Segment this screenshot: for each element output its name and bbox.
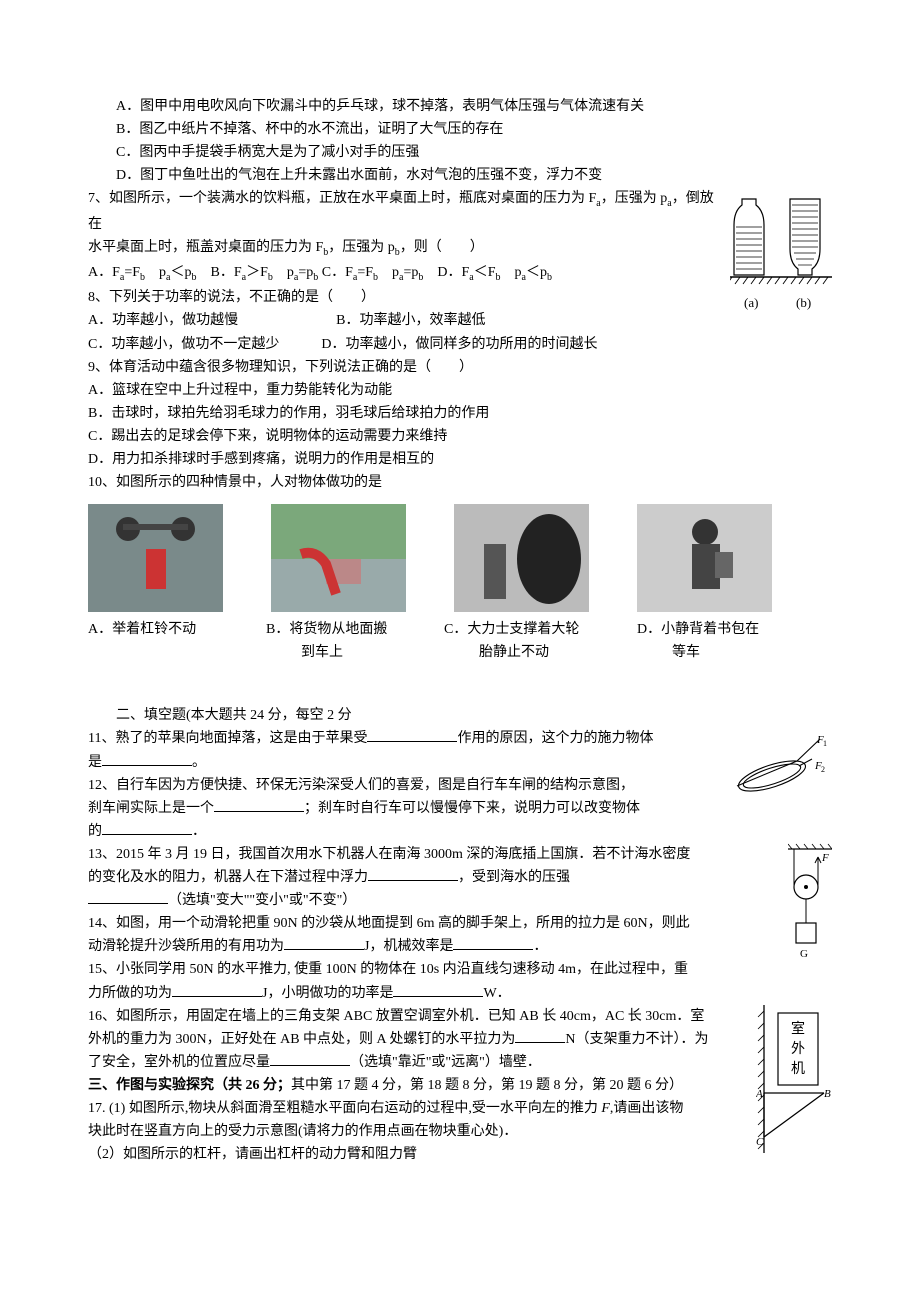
q7-options: A．Fa=Fb pa＜pb B．Fa＞Fb pa=pb C．Fa=Fb pa=p… — [88, 261, 832, 286]
bike-brake-figure: F1 F2 — [717, 731, 832, 801]
q8-row2: C．功率越小，做功不一定越少 D．功率越小，做同样多的功所用的时间越长 — [88, 333, 832, 356]
q10-img-b — [271, 504, 406, 612]
q17-2: （2）如图所示的杠杆，请画出杠杆的动力臂和阻力臂 — [88, 1143, 832, 1166]
q10-stem: 10、如图所示的四种情景中，人对物体做功的是 — [88, 471, 832, 494]
blank — [270, 1051, 350, 1066]
q16b: 外机的重力为 300N，正好处在 AB 中点处，则 A 处螺钉的水平拉力为N（支… — [88, 1028, 832, 1051]
svg-text:机: 机 — [791, 1061, 805, 1077]
svg-text:2: 2 — [821, 765, 825, 774]
q10-cap-a: A．举着杠铃不动 — [88, 618, 238, 664]
q15b: 力所做的功为J，小明做功的功率是W． — [88, 982, 832, 1005]
q8-stem: 8、下列关于功率的说法，不正确的是（ ） — [88, 286, 832, 309]
q9-opt-b: B．击球时，球拍先给羽毛球力的作用，羽毛球后给球拍力的作用 — [88, 402, 832, 425]
q17-1b: 块此时在竖直方向上的受力示意图(请将力的作用点画在物块重心处)． — [88, 1120, 832, 1143]
q16a: 16、如图所示，用固定在墙上的三角支架 ABC 放置空调室外机．已知 AB 长 … — [88, 1005, 832, 1028]
q10-cap-b: B．将货物从地面搬 到车上 — [266, 618, 416, 664]
q13b: 的变化及水的阻力，机器人在下潜过程中浮力，受到海水的压强 — [88, 866, 832, 889]
bottle-label-a: (a) — [744, 295, 758, 310]
svg-text:1: 1 — [823, 739, 827, 748]
blank — [172, 982, 262, 997]
section-3-title: 三、作图与实验探究（共 26 分；其中第 17 题 4 分，第 18 题 8 分… — [88, 1074, 832, 1097]
q17-1a: 17. (1) 如图所示,物块从斜面滑至粗糙水平面向右运动的过程中,受一水平向左… — [88, 1097, 832, 1120]
q15a: 15、小张同学用 50N 的水平推力, 使重 100N 的物体在 10s 内沿直… — [88, 958, 832, 981]
document-page: A．图甲中用电吹风向下吹漏斗中的乒乓球，球不掉落，表明气体压强与气体流速有关 B… — [0, 0, 920, 1206]
q10-img-a — [88, 504, 223, 612]
q13a: 13、2015 年 3 月 19 日，我国首次用水下机器人在南海 3000m 深… — [88, 843, 832, 866]
svg-text:A: A — [756, 1088, 763, 1100]
q10-cap-d: D．小静背着书包在 等车 — [637, 618, 787, 664]
q6-opt-b: B．图乙中纸片不掉落、杯中的水不流出，证明了大气压的存在 — [88, 118, 832, 141]
q16c: 了安全，室外机的位置应尽量（选填"靠近"或"远离"）墙壁． — [88, 1051, 832, 1074]
svg-text:G: G — [800, 948, 808, 960]
blank — [214, 797, 304, 812]
q6-opt-c: C．图丙中手提袋手柄宽大是为了减小对手的压强 — [88, 141, 832, 164]
q9-opt-a: A．篮球在空中上升过程中，重力势能转化为动能 — [88, 379, 832, 402]
q9-opt-c: C．踢出去的足球会停下来，说明物体的运动需要力来维持 — [88, 425, 832, 448]
q7-stem-1: 7、如图所示，一个装满水的饮料瓶，正放在水平桌面上时，瓶底对桌面的压力为 Fa，… — [88, 187, 832, 235]
q6-opt-a: A．图甲中用电吹风向下吹漏斗中的乒乓球，球不掉落，表明气体压强与气体流速有关 — [88, 95, 832, 118]
blank — [453, 935, 533, 950]
spacer — [88, 664, 832, 704]
q13c: （选填"变大""变小"或"不变"） — [88, 889, 832, 912]
blank — [102, 751, 192, 766]
q6-opt-d: D．图丁中鱼吐出的气泡在上升未露出水面前，水对气泡的压强不变，浮力不变 — [88, 164, 832, 187]
q10-img-c — [454, 504, 589, 612]
blank — [368, 866, 458, 881]
svg-text:外: 外 — [791, 1041, 805, 1057]
q9-opt-d: D．用力扣杀排球时手感到疼痛，说明力的作用是相互的 — [88, 448, 832, 471]
q8-row1: A．功率越小，做功越慢 B．功率越小，效率越低 — [88, 309, 832, 332]
q12c: 的． — [88, 820, 832, 843]
pulley-figure: F G — [788, 843, 832, 963]
q10-img-d — [637, 504, 772, 612]
q10-images-row — [88, 504, 832, 612]
svg-text:F: F — [821, 852, 829, 864]
svg-text:B: B — [824, 1088, 831, 1100]
q14b: 动滑轮提升沙袋所用的有用功为J，机械效率是． — [88, 935, 832, 958]
blank — [102, 820, 192, 835]
svg-text:C: C — [756, 1136, 764, 1148]
q7-stem-2: 水平桌面上时，瓶盖对桌面的压力为 Fb，压强为 pb，则（ ） — [88, 236, 832, 261]
q9-stem: 9、体育活动中蕴含很多物理知识，下列说法正确的是（ ） — [88, 356, 832, 379]
bottle-figure: (a) (b) — [730, 187, 832, 327]
q14a: 14、如图，用一个动滑轮把重 90N 的沙袋从地面提到 6m 高的脚手架上，所用… — [88, 912, 832, 935]
bottle-label-b: (b) — [796, 295, 811, 310]
blank — [284, 935, 364, 950]
svg-text:室: 室 — [791, 1020, 805, 1037]
blank — [367, 727, 457, 742]
blank — [515, 1028, 565, 1043]
blank — [88, 889, 168, 904]
ac-bracket-figure: 室 外 机 A B C — [756, 1005, 832, 1153]
q10-cap-c: C．大力士支撑着大轮 胎静止不动 — [444, 618, 609, 664]
blank — [393, 982, 483, 997]
q10-captions: A．举着杠铃不动 B．将货物从地面搬 到车上 C．大力士支撑着大轮 胎静止不动 … — [88, 618, 832, 664]
section-2-title: 二、填空题(本大题共 24 分，每空 2 分 — [88, 704, 832, 727]
